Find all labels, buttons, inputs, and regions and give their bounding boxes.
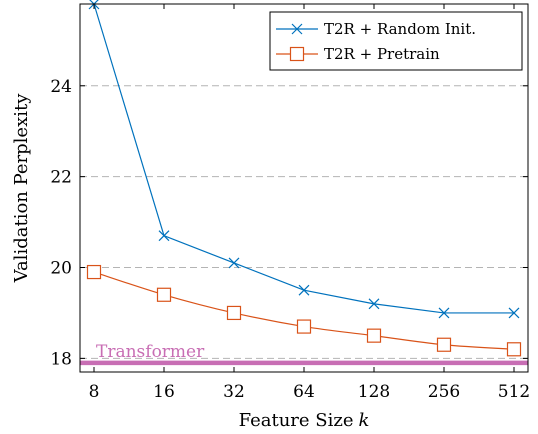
x-axis-label: Feature Size k: [239, 410, 370, 431]
series-2: [86, 264, 522, 357]
y-tick-label: 22: [50, 168, 72, 188]
y-tick-label: 20: [50, 259, 72, 279]
data-point: [86, 264, 102, 280]
data-point: [228, 257, 240, 269]
data-point: [506, 342, 522, 357]
x-axis-label-text: Feature Size: [239, 410, 354, 431]
data-point: [226, 305, 242, 321]
data-point: [436, 337, 452, 352]
data-point: [438, 307, 450, 319]
legend-item-2: T2R + Pretrain: [276, 45, 440, 63]
y-tick-label: 24: [50, 77, 72, 97]
x-tick-label: 32: [223, 382, 245, 402]
reference-label: Transformer: [96, 342, 205, 362]
y-axis: 18 20 22 24: [50, 77, 528, 369]
grid: [80, 85, 528, 359]
data-point: [296, 319, 312, 334]
y-axis-label: Validation Perplexity: [11, 93, 32, 284]
data-point: [156, 287, 172, 302]
series-layer: [86, 0, 522, 357]
series-1: [88, 0, 520, 319]
legend-box: [269, 11, 523, 71]
x-axis-label-variable: k: [359, 410, 370, 431]
legend-label: T2R + Random Init.: [324, 20, 476, 38]
x-tick-label: 8: [89, 382, 100, 402]
data-point: [508, 307, 520, 319]
data-point: [298, 284, 310, 296]
x-axis: 8 16 32 64 128 256 512: [89, 4, 530, 402]
x-tick-label: 256: [428, 382, 460, 402]
data-point: [366, 328, 382, 343]
x-tick-label: 16: [153, 382, 175, 402]
x-tick-label: 128: [358, 382, 390, 402]
data-point: [158, 230, 170, 242]
x-tick-label: 64: [293, 382, 315, 402]
y-tick-label: 18: [50, 349, 72, 369]
data-point: [289, 46, 305, 62]
x-tick-label: 512: [498, 382, 530, 402]
data-point: [368, 298, 380, 310]
legend-item-1: T2R + Random Init.: [276, 20, 476, 38]
legend-label: T2R + Pretrain: [324, 45, 440, 63]
data-point: [291, 23, 303, 35]
legend: T2R + Random Init. T2R + Pretrain: [269, 11, 523, 71]
